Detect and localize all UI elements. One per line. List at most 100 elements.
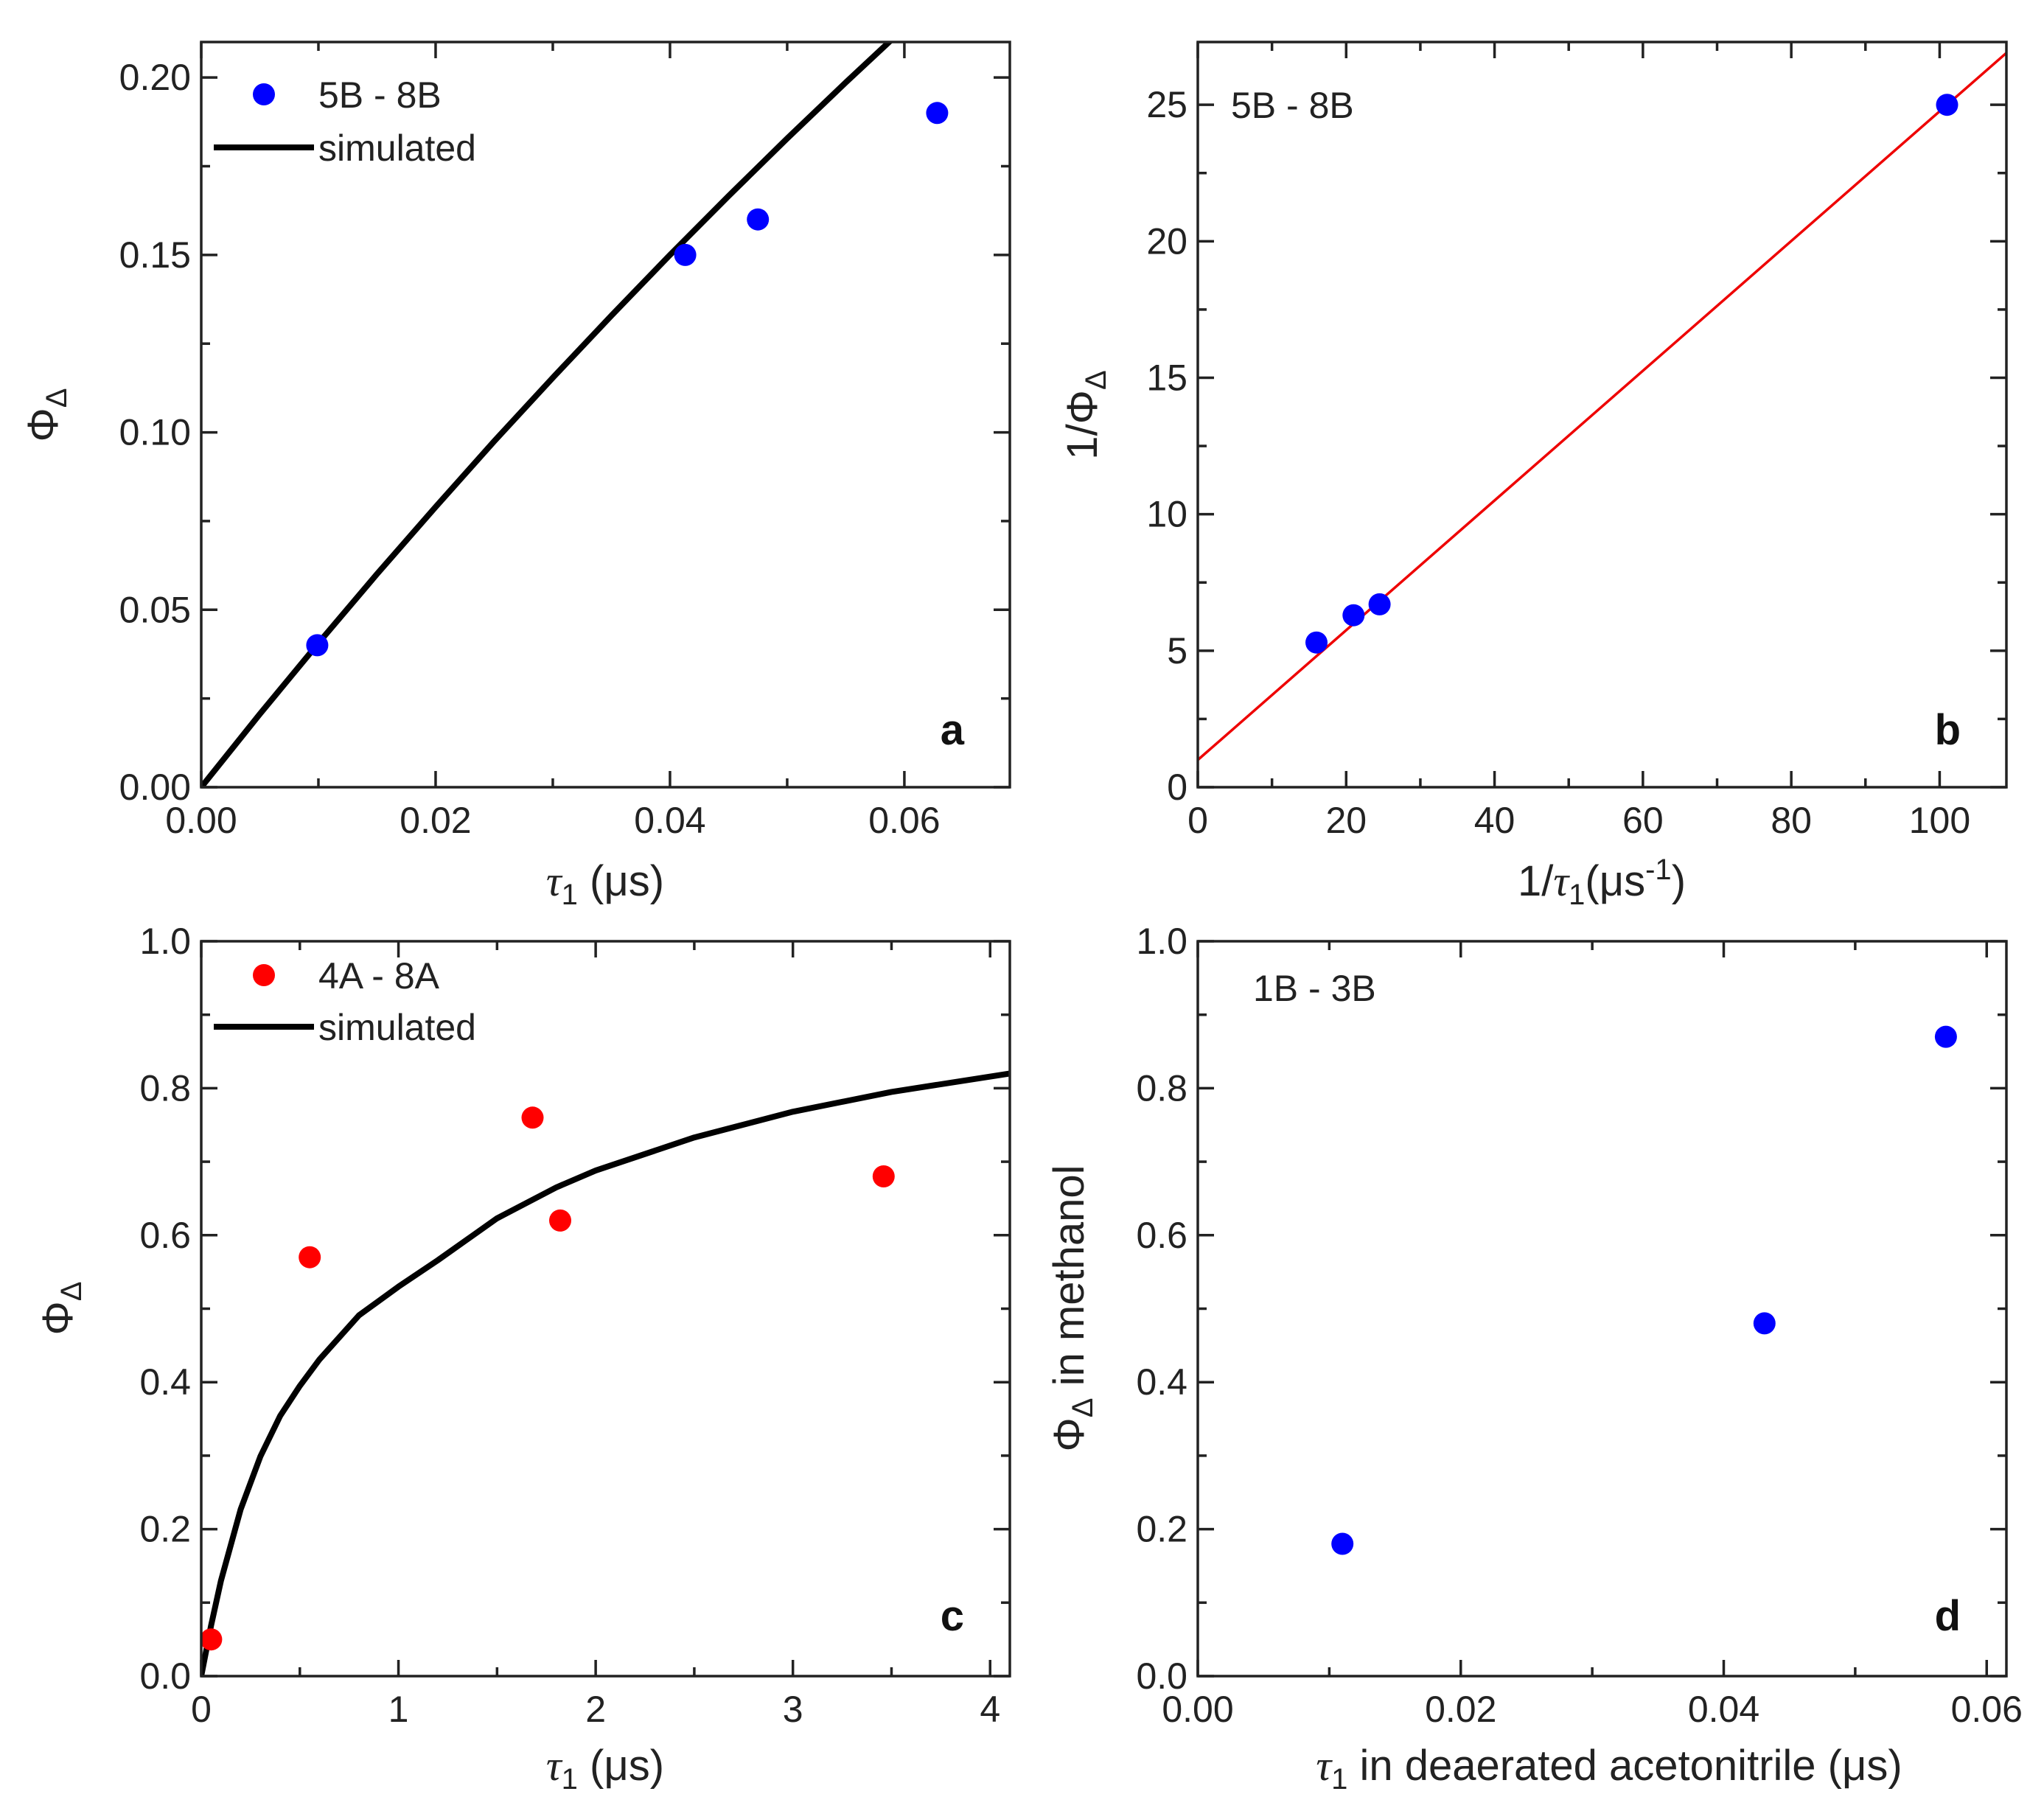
data-point-5b-8b-4 xyxy=(1936,94,1958,116)
legend-marker-5b-8b xyxy=(253,83,275,105)
x-axis-label-d: τ1 in deaerated acetonitrile (μs) xyxy=(1316,1742,1902,1796)
panel-c-ticks: 0 1 2 3 4 0.0 0.2 0.4 0.6 0.8 1.0 xyxy=(139,921,1010,1730)
x-axis-label-b: 1/τ1(μs-1) xyxy=(1518,854,1686,911)
y-tick-label-b: 25 xyxy=(1146,84,1187,125)
data-point-4a-8a-1 xyxy=(201,1628,223,1651)
series-line-simulated xyxy=(201,1070,1010,1676)
panel-letter-d: d xyxy=(1935,1592,1961,1640)
panel-b-ticks: 0 20 40 60 80 100 0 5 10 15 20 25 xyxy=(1146,42,2006,841)
series-line-simulated xyxy=(201,42,894,787)
data-point-5b-8b-1 xyxy=(1305,631,1328,654)
y-tick-label-d: 0.0 xyxy=(1136,1655,1187,1697)
x-tick-label-c: 2 xyxy=(585,1689,606,1730)
panel-c-frame xyxy=(200,940,1011,1678)
y-axis-label-a: ΦΔ xyxy=(19,388,73,442)
panel-letter-c: c xyxy=(941,1592,964,1640)
x-tick-label-c: 1 xyxy=(388,1689,409,1730)
x-tick-label-b: 80 xyxy=(1771,800,1812,841)
data-point-5b-8b-3 xyxy=(747,208,770,231)
data-point-5b-8b-1 xyxy=(306,634,329,657)
y-tick-label-d: 0.8 xyxy=(1136,1067,1187,1109)
panel-b-marks xyxy=(1198,52,2006,761)
y-tick-label-c: 0.2 xyxy=(139,1509,191,1550)
legend-label-line: simulated xyxy=(318,1007,476,1048)
y-tick-label-b: 5 xyxy=(1167,630,1187,671)
x-tick-label-b: 60 xyxy=(1622,800,1664,841)
y-tick-label-b: 10 xyxy=(1146,494,1187,535)
x-tick-label-c: 3 xyxy=(783,1689,803,1730)
panel-b-frame xyxy=(1196,41,2008,789)
x-tick-label-b: 40 xyxy=(1474,800,1515,841)
data-point-1b-3b-1 xyxy=(1331,1532,1354,1555)
x-tick-label-b: 0 xyxy=(1187,800,1208,841)
panel-a-marks xyxy=(201,42,949,787)
panel-d-marks xyxy=(1331,1025,1957,1555)
y-tick-label-c: 0.4 xyxy=(139,1361,191,1403)
panel-a-ticks: 0.00 0.02 0.04 0.06 0.00 0.05 0.10 0.15 0.20 xyxy=(119,42,1010,841)
x-axis-label-a: τ1 (μs) xyxy=(546,857,664,911)
y-tick-label-d: 1.0 xyxy=(1136,921,1187,962)
y-axis-label-c: ΦΔ xyxy=(34,1282,88,1336)
y-tick-label-b: 15 xyxy=(1146,357,1187,399)
x-tick-label-a: 0.06 xyxy=(868,800,940,841)
panel-b-legend-label: 5B - 8B xyxy=(1231,85,1354,126)
legend-label-points: 4A - 8A xyxy=(318,955,440,997)
y-tick-label-c: 0.8 xyxy=(139,1067,191,1109)
x-tick-label-d: 0.06 xyxy=(1951,1689,2023,1730)
data-point-5b-8b-2 xyxy=(1342,604,1365,627)
x-tick-label-d: 0.04 xyxy=(1688,1689,1759,1730)
panel-a-legend: 5B - 8B simulated xyxy=(214,74,476,169)
y-tick-label-a: 0.20 xyxy=(119,57,191,98)
x-tick-label-b: 100 xyxy=(1909,800,1970,841)
data-point-1b-3b-2 xyxy=(1753,1312,1776,1335)
y-tick-label-a: 0.00 xyxy=(119,767,191,808)
panel-a: 0.00 0.02 0.04 0.06 0.00 0.05 0.10 0.15 0.20 5B … xyxy=(19,41,1011,911)
y-tick-label-a: 0.15 xyxy=(119,234,191,276)
data-point-4a-8a-2 xyxy=(299,1246,321,1269)
panel-d-frame xyxy=(1196,940,2008,1678)
series-line-fit xyxy=(1198,52,2006,761)
data-point-4a-8a-5 xyxy=(872,1165,895,1187)
panel-letter-a: a xyxy=(941,706,965,754)
y-tick-label-c: 0.0 xyxy=(139,1655,191,1697)
legend-marker-4a-8a xyxy=(253,964,275,986)
data-point-4a-8a-3 xyxy=(521,1106,544,1129)
data-point-5b-8b-3 xyxy=(1368,593,1391,615)
panel-d-legend-label: 1B - 3B xyxy=(1253,968,1376,1009)
y-tick-label-a: 0.10 xyxy=(119,412,191,453)
y-tick-label-a: 0.05 xyxy=(119,589,191,630)
panel-c-marks xyxy=(201,1070,1010,1676)
x-tick-label-a: 0.02 xyxy=(400,800,471,841)
x-tick-label-d: 0.00 xyxy=(1162,1689,1233,1730)
data-point-5b-8b-4 xyxy=(926,102,949,125)
panel-d: 0.00 0.02 0.04 0.06 0.0 0.2 0.4 0.6 0.8 1.0 1B - … xyxy=(1045,921,2023,1796)
panel-letter-b: b xyxy=(1935,706,1961,754)
x-tick-label-a: 0.04 xyxy=(634,800,705,841)
legend-label-line: simulated xyxy=(318,128,476,169)
legend-label-points: 5B - 8B xyxy=(318,74,442,116)
x-tick-label-c: 0 xyxy=(191,1689,212,1730)
x-tick-label-c: 4 xyxy=(980,1689,1000,1730)
panel-c: 0 1 2 3 4 0.0 0.2 0.4 0.6 0.8 1.0 4A - 8A simulate… xyxy=(34,921,1011,1796)
y-tick-label-b: 0 xyxy=(1167,767,1187,808)
y-tick-label-d: 0.2 xyxy=(1136,1509,1187,1550)
panel-a-frame xyxy=(200,41,1011,789)
data-point-5b-8b-2 xyxy=(674,243,697,266)
panel-b: 0 20 40 60 80 100 0 5 10 15 20 25 5B - 8B b 1/τ1(μs… xyxy=(1058,41,2008,911)
y-tick-label-d: 0.6 xyxy=(1136,1215,1187,1256)
panel-d-ticks: 0.00 0.02 0.04 0.06 0.0 0.2 0.4 0.6 0.8 1.0 xyxy=(1136,921,2022,1730)
x-axis-label-c: τ1 (μs) xyxy=(546,1742,664,1796)
y-axis-label-d: ΦΔ in methanol xyxy=(1045,1165,1099,1452)
x-tick-label-b: 20 xyxy=(1325,800,1367,841)
x-tick-label-d: 0.02 xyxy=(1425,1689,1496,1730)
y-tick-label-c: 1.0 xyxy=(139,921,191,962)
y-tick-label-c: 0.6 xyxy=(139,1215,191,1256)
y-axis-label-b: 1/ΦΔ xyxy=(1058,370,1112,459)
y-tick-label-b: 20 xyxy=(1146,220,1187,262)
data-point-1b-3b-3 xyxy=(1934,1025,1957,1048)
x-tick-label-a: 0.00 xyxy=(165,800,237,841)
panel-c-legend: 4A - 8A simulated xyxy=(214,955,476,1048)
y-tick-label-d: 0.4 xyxy=(1136,1361,1187,1403)
data-point-4a-8a-4 xyxy=(549,1209,571,1232)
